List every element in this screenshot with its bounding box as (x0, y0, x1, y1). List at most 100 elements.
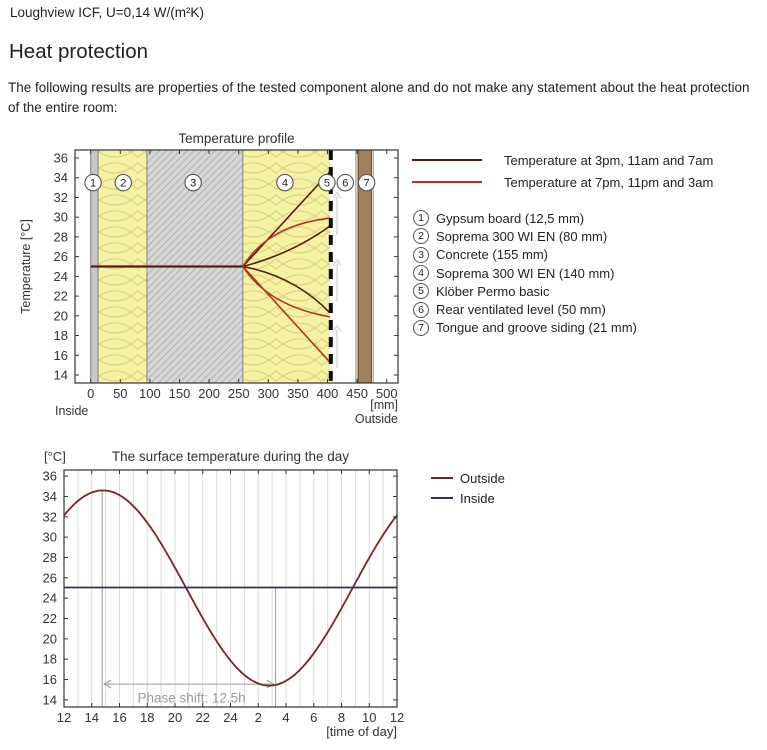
layer-number-badge: 4 (413, 265, 429, 282)
svg-text:100: 100 (139, 386, 161, 401)
svg-text:2: 2 (255, 710, 262, 725)
section-heading: Heat protection (9, 40, 149, 63)
layer-number-badge: 3 (413, 246, 429, 263)
svg-text:14: 14 (43, 692, 57, 707)
legend-item: Temperature at 3pm, 11am and 7am (412, 149, 713, 171)
svg-text:7: 7 (364, 177, 370, 189)
svg-text:450: 450 (346, 386, 368, 401)
svg-text:10: 10 (362, 710, 376, 725)
svg-text:20: 20 (43, 631, 57, 646)
svg-text:[time of day]: [time of day] (326, 724, 397, 739)
svg-text:16: 16 (43, 672, 57, 687)
svg-text:34: 34 (54, 170, 68, 185)
svg-text:300: 300 (257, 386, 279, 401)
svg-text:36: 36 (54, 150, 68, 165)
svg-text:20: 20 (168, 710, 182, 725)
svg-text:[mm]: [mm] (370, 398, 398, 412)
svg-text:28: 28 (54, 229, 68, 244)
svg-text:[°C]: [°C] (44, 449, 66, 464)
svg-text:250: 250 (228, 386, 250, 401)
svg-text:4: 4 (282, 710, 289, 725)
svg-text:36: 36 (43, 469, 57, 484)
svg-text:8: 8 (338, 710, 345, 725)
layer-list-item: 5 Klöber Permo basic (413, 282, 637, 300)
dark-line-swatch (412, 158, 482, 162)
svg-text:6: 6 (342, 177, 348, 189)
layer-list-item: 2 Soprema 300 WI EN (80 mm) (413, 227, 637, 245)
profile-legend: Temperature at 3pm, 11am and 7am Tempera… (412, 149, 713, 193)
layer-number-badge: 7 (413, 319, 429, 336)
layer-label: Soprema 300 WI EN (140 mm) (436, 265, 615, 281)
svg-text:Inside: Inside (55, 404, 88, 418)
svg-text:18: 18 (43, 652, 57, 667)
legend-label: Temperature at 3pm, 11am and 7am (504, 152, 714, 168)
svg-text:30: 30 (54, 210, 68, 225)
svg-text:350: 350 (287, 386, 309, 401)
svg-text:Temperature [°C]: Temperature [°C] (19, 219, 33, 314)
svg-text:24: 24 (54, 269, 68, 284)
temperature-profile-chart: 1 2 3 4 5 6 70 50 100 150 200 250 300 350 400 450 500141… (19, 131, 399, 426)
svg-text:Temperature profile: Temperature profile (178, 131, 294, 146)
layer-list-item: 6 Rear ventilated level (50 mm) (413, 300, 637, 318)
layer-list-item: 1 Gypsum board (12,5 mm) (413, 209, 637, 227)
layer-label: Soprema 300 WI EN (80 mm) (436, 228, 608, 244)
svg-text:26: 26 (54, 249, 68, 264)
svg-text:12: 12 (390, 710, 404, 725)
svg-text:500: 500 (376, 386, 398, 401)
layer-label: Gypsum board (12,5 mm) (436, 210, 585, 226)
svg-text:16: 16 (112, 710, 126, 725)
svg-text:50: 50 (113, 386, 127, 401)
svg-text:20: 20 (54, 308, 68, 323)
svg-text:28: 28 (43, 550, 57, 565)
day-chart-legend: Outside Inside (431, 468, 505, 508)
legend-item: Temperature at 7pm, 11pm and 3am (412, 171, 713, 193)
svg-text:Phase shift: 12.5h: Phase shift: 12.5h (138, 690, 246, 705)
legend-label: Inside (460, 490, 495, 506)
component-title: Loughview ICF, U=0,14 W/(m²K) (10, 5, 204, 20)
svg-text:3: 3 (190, 177, 196, 189)
svg-text:2: 2 (120, 177, 126, 189)
svg-text:30: 30 (43, 530, 57, 545)
layer-list: 1 Gypsum board (12,5 mm) 2 Soprema 300 W… (413, 209, 637, 337)
svg-text:32: 32 (43, 509, 57, 524)
svg-text:The surface temperature during: The surface temperature during the day (112, 449, 349, 464)
svg-text:200: 200 (198, 386, 220, 401)
layer-number-badge: 6 (413, 301, 429, 318)
legend-item: Inside (431, 488, 505, 508)
layer-number-badge: 1 (413, 210, 429, 227)
inside-line-swatch (431, 496, 453, 500)
layer-list-item: 4 Soprema 300 WI EN (140 mm) (413, 264, 637, 282)
svg-text:18: 18 (54, 328, 68, 343)
layer-number-badge: 5 (413, 283, 429, 300)
layer-list-item: 7 Tongue and groove siding (21 mm) (413, 319, 637, 337)
outside-line-swatch (431, 476, 453, 480)
legend-item: Outside (431, 468, 505, 488)
svg-text:22: 22 (54, 289, 68, 304)
legend-label: Temperature at 7pm, 11pm and 3am (504, 174, 714, 190)
layer-label: Tongue and groove siding (21 mm) (436, 320, 637, 336)
svg-text:32: 32 (54, 190, 68, 205)
red-line-swatch (412, 180, 482, 184)
svg-text:22: 22 (43, 611, 57, 626)
svg-text:22: 22 (196, 710, 210, 725)
svg-text:14: 14 (54, 368, 68, 383)
svg-text:26: 26 (43, 570, 57, 585)
layer-label: Concrete (155 mm) (436, 247, 548, 263)
layer-label: Klöber Permo basic (436, 283, 550, 299)
svg-text:6: 6 (310, 710, 317, 725)
svg-text:150: 150 (169, 386, 191, 401)
layer-list-item: 3 Concrete (155 mm) (413, 246, 637, 264)
svg-text:16: 16 (54, 348, 68, 363)
svg-text:18: 18 (140, 710, 154, 725)
svg-text:24: 24 (223, 710, 237, 725)
svg-text:34: 34 (43, 489, 57, 504)
legend-label: Outside (460, 470, 505, 486)
svg-text:12: 12 (57, 710, 71, 725)
svg-text:5: 5 (324, 177, 330, 189)
svg-text:14: 14 (85, 710, 99, 725)
svg-text:0: 0 (87, 386, 94, 401)
layer-number-badge: 2 (413, 228, 429, 245)
svg-text:4: 4 (282, 177, 288, 189)
